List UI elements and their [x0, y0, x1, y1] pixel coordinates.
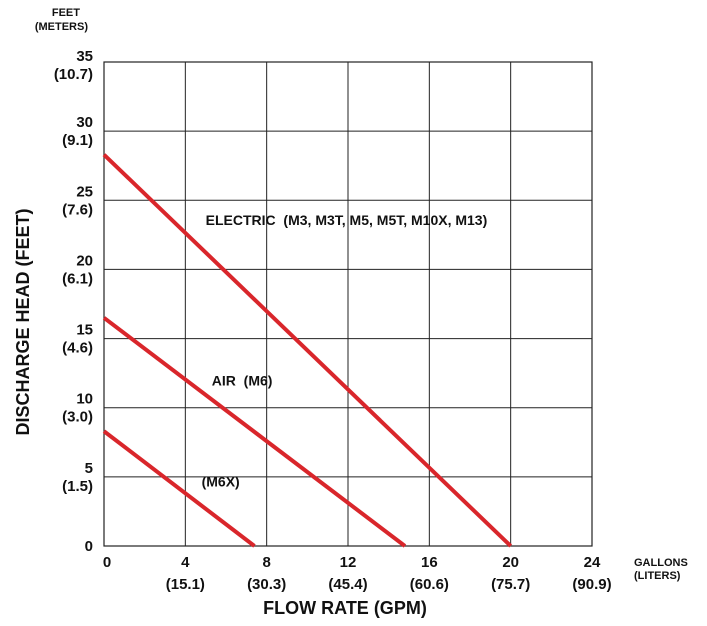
x-tick-label: 8 — [262, 554, 270, 571]
y-axis-title: DISCHARGE HEAD (FEET) — [13, 208, 33, 435]
y-tick-sublabel: (7.6) — [62, 201, 93, 218]
x-tick-sublabel: (75.7) — [491, 576, 530, 593]
y-tick-label: 35 — [76, 48, 93, 65]
x-tick-sublabel: (90.9) — [572, 576, 611, 593]
x-tick-sublabel: (30.3) — [247, 576, 286, 593]
x-unit-sublabel: (LITERS) — [634, 570, 681, 582]
y-tick-sublabel: (1.5) — [62, 478, 93, 495]
x-unit-label: GALLONS — [634, 557, 688, 569]
x-tick-label: 12 — [340, 554, 357, 571]
y-tick-sublabel: (4.6) — [62, 340, 93, 357]
series-line-3 — [102, 429, 256, 548]
series-label-2: AIR (M6) — [212, 373, 273, 389]
y-tick-label: 25 — [76, 183, 93, 200]
series-label-1: ELECTRIC (M3, M3T, M5, M5T, M10X, M13) — [206, 212, 488, 228]
x-tick-label: 16 — [421, 554, 438, 571]
y-tick-label: 5 — [85, 460, 93, 477]
series-line-1 — [102, 153, 513, 548]
y-tick-label: 10 — [76, 391, 93, 408]
y-unit-sublabel: (METERS) — [35, 21, 89, 33]
x-tick-sublabel: (45.4) — [328, 576, 367, 593]
y-tick-label: 15 — [76, 322, 93, 339]
y-unit-label: FEET — [52, 7, 80, 19]
y-tick-sublabel: (9.1) — [62, 132, 93, 149]
y-tick-label: 20 — [76, 252, 93, 269]
y-tick-sublabel: (3.0) — [62, 409, 93, 426]
x-tick-label: 24 — [584, 554, 601, 571]
x-axis-title: FLOW RATE (GPM) — [263, 598, 427, 618]
x-tick-label: 4 — [181, 554, 190, 571]
series-label-3: (M6X) — [202, 474, 240, 490]
series-line-2 — [102, 316, 407, 548]
x-tick-label: 20 — [502, 554, 519, 571]
y-tick-sublabel: (10.7) — [54, 66, 93, 83]
x-tick-sublabel: (15.1) — [166, 576, 205, 593]
x-tick-sublabel: (60.6) — [410, 576, 449, 593]
x-tick-label: 0 — [103, 554, 111, 571]
y-tick-sublabel: (6.1) — [62, 270, 93, 287]
y-tick-label: 30 — [76, 114, 93, 131]
y-tick-label: 0 — [85, 538, 93, 555]
